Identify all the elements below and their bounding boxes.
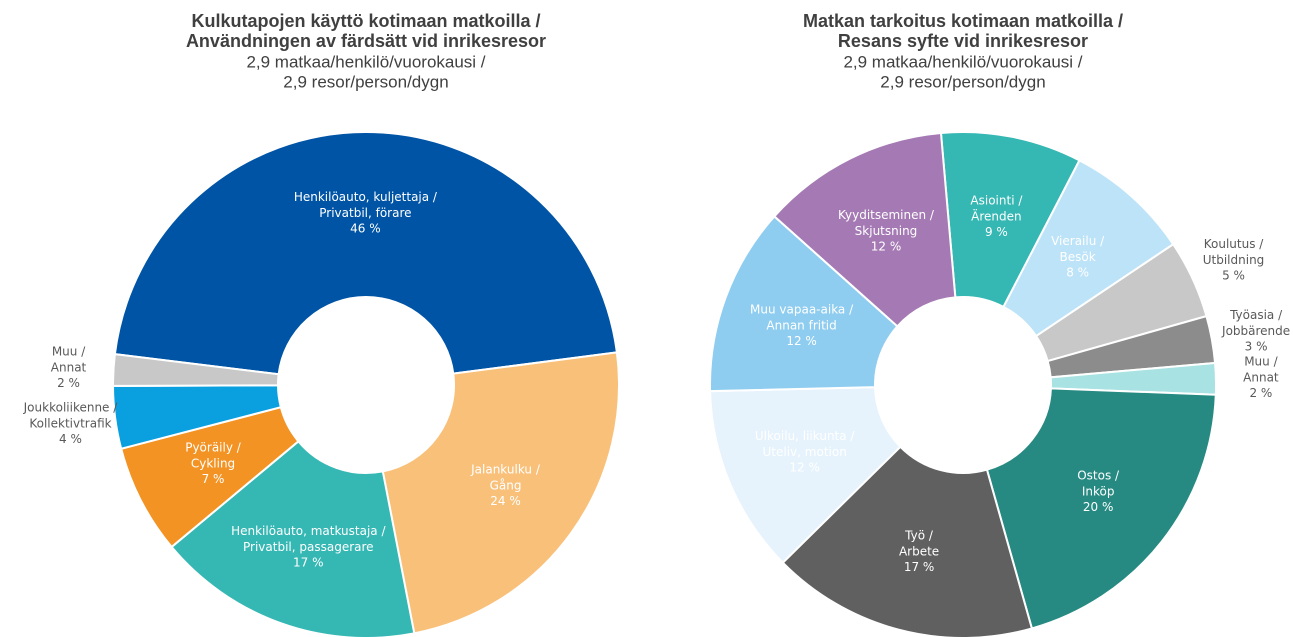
slice — [709, 214, 899, 393]
value-label: 46 % — [350, 222, 381, 236]
value-label: 12 % — [789, 461, 820, 475]
value-label: 5 % — [1222, 269, 1245, 283]
slice — [985, 387, 1217, 630]
slice-label: Jalankulku / Gång — [470, 462, 541, 492]
slice-label: Henkilöauto, kuljettaja / Privatbil, föra… — [294, 190, 438, 220]
chart-title: Matkan tarkoitus kotimaan matkoilla / — [803, 11, 1123, 31]
slice — [781, 445, 1034, 637]
chart-title: Resans syfte vid inrikesresor — [838, 31, 1088, 51]
value-label: 17 % — [904, 560, 935, 574]
chart-subtitle: 2,9 matkaa/henkilö/vuorokausi / — [843, 52, 1082, 71]
slice-label: Joukkoliikenne / Kollektivtrafik — [23, 400, 119, 430]
value-label: 2 % — [57, 376, 80, 390]
slice-label: Työ / Arbete — [899, 528, 939, 558]
value-label: 9 % — [985, 225, 1008, 239]
slice-label: Muu vapaa-aika / Annan fritid — [750, 302, 854, 332]
slice-label: Muu / Annat — [51, 344, 87, 374]
slice-label: Ostos / Inköp — [1077, 468, 1120, 498]
slice — [381, 351, 620, 635]
slice — [112, 353, 280, 387]
value-label: 7 % — [202, 472, 225, 486]
value-label: 20 % — [1083, 500, 1114, 514]
value-label: 2 % — [1249, 386, 1272, 400]
slice-label: Asiointi / Ärenden — [970, 193, 1023, 223]
chart-subtitle: 2,9 resor/person/dygn — [283, 72, 448, 91]
slice — [709, 386, 902, 565]
slice-label: Työasia / Jobbärende — [1221, 308, 1290, 338]
slice — [772, 131, 957, 328]
slice — [113, 131, 619, 376]
chart-title: Användningen av färdsätt vid inrikesreso… — [186, 31, 546, 51]
slice-label: Vierailu / Besök — [1051, 233, 1105, 263]
chart-subtitle: 2,9 matkaa/henkilö/vuorokausi / — [246, 52, 485, 71]
value-label: 17 % — [293, 556, 324, 570]
value-label: 12 % — [871, 240, 902, 254]
chart-title: Kulkutapojen käyttö kotimaan matkoilla / — [191, 11, 540, 31]
slice-label: Kyyditseminen / Skjutsning — [838, 208, 935, 238]
value-label: 8 % — [1066, 265, 1089, 279]
slice-label: Henkilöauto, matkustaja / Privatbil, pass… — [231, 524, 386, 554]
value-label: 3 % — [1245, 340, 1268, 354]
slice-label: Koulutus / Utbildning — [1203, 237, 1265, 267]
slice-label: Muu / Annat — [1243, 354, 1279, 384]
value-label: 24 % — [490, 494, 521, 508]
slice-label: Ulkoilu, liikunta / Uteliv, motion — [755, 429, 856, 459]
chart-subtitle: 2,9 resor/person/dygn — [880, 72, 1045, 91]
value-label: 12 % — [786, 334, 817, 348]
value-label: 4 % — [59, 432, 82, 446]
slice-label: Pyöräily / Cykling — [185, 440, 242, 470]
